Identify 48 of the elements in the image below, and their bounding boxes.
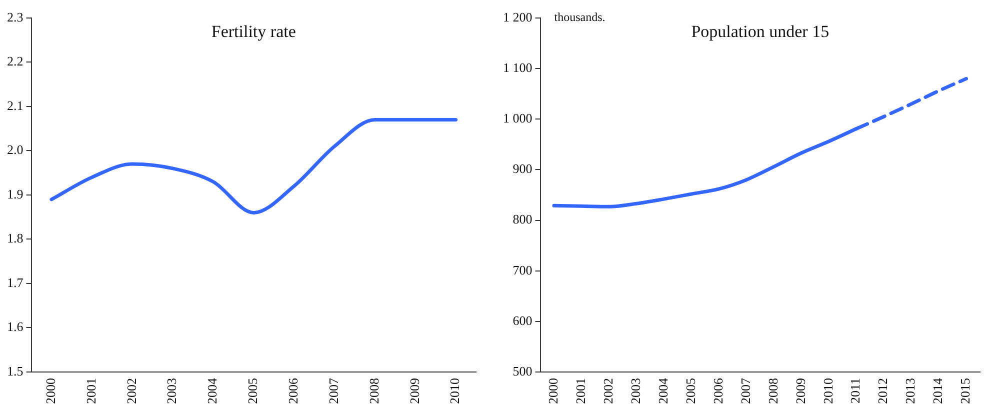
x-tick-label: 2010: [820, 378, 836, 404]
x-tick-label: 2008: [366, 378, 382, 404]
y-tick-label: 900: [512, 161, 532, 176]
y-tick-label: 1.8: [7, 230, 24, 246]
x-tick-label: 2008: [765, 378, 780, 404]
x-tick-label: 2001: [83, 378, 98, 404]
x-tick-label: 2009: [406, 378, 422, 404]
y-tick-label: 2.1: [7, 98, 24, 113]
x-tick-label: 2001: [572, 378, 588, 404]
x-tick-label: 2003: [628, 378, 643, 404]
y-tick-label: 700: [512, 262, 532, 278]
y-tick-label: 2.0: [7, 142, 24, 158]
y-tick-label: 2.2: [7, 54, 24, 69]
x-tick-label: 2010: [447, 378, 462, 404]
x-tick-label: 2007: [326, 378, 341, 404]
y-tick-label: 1.9: [7, 186, 24, 202]
x-tick-label: 2012: [875, 378, 890, 404]
x-tick-label: 2004: [204, 378, 220, 404]
x-tick-label: 2002: [600, 378, 616, 404]
y-tick-label: 1.7: [7, 274, 24, 290]
x-tick-label: 2004: [655, 378, 670, 404]
x-tick-label: 2015: [958, 378, 973, 404]
x-tick-label: 2014: [930, 378, 946, 404]
y-tick-label: 800: [512, 212, 532, 227]
x-tick-label: 2013: [902, 378, 918, 404]
x-tick-label: 2002: [124, 378, 139, 404]
x-tick-label: 2011: [848, 378, 863, 404]
y-tick-label: 1 200: [503, 9, 532, 24]
y-tick-label: 1 000: [503, 110, 532, 126]
x-tick-label: 2003: [164, 378, 180, 404]
chart-title: Fertility rate: [211, 22, 296, 41]
x-tick-label: 2007: [738, 378, 753, 404]
y-tick-label: 1.6: [7, 319, 24, 334]
x-tick-label: 2000: [42, 378, 58, 404]
x-tick-label: 2005: [682, 378, 698, 404]
x-tick-label: 2000: [545, 378, 560, 404]
y-tick-label: 1.5: [7, 363, 24, 378]
y-axis-title: thousands.: [554, 10, 606, 24]
y-tick-label: 600: [512, 312, 532, 328]
y-tick-label: 2.3: [7, 9, 24, 24]
x-tick-label: 2005: [245, 378, 260, 404]
y-tick-label: 1 100: [503, 60, 532, 75]
x-tick-label: 2009: [792, 378, 808, 404]
x-tick-label: 2006: [710, 378, 726, 404]
line-series: [50, 118, 458, 214]
x-tick-label: 2006: [285, 378, 300, 404]
chart-title: Population under 15: [691, 22, 830, 41]
y-tick-label: 500: [512, 363, 532, 378]
